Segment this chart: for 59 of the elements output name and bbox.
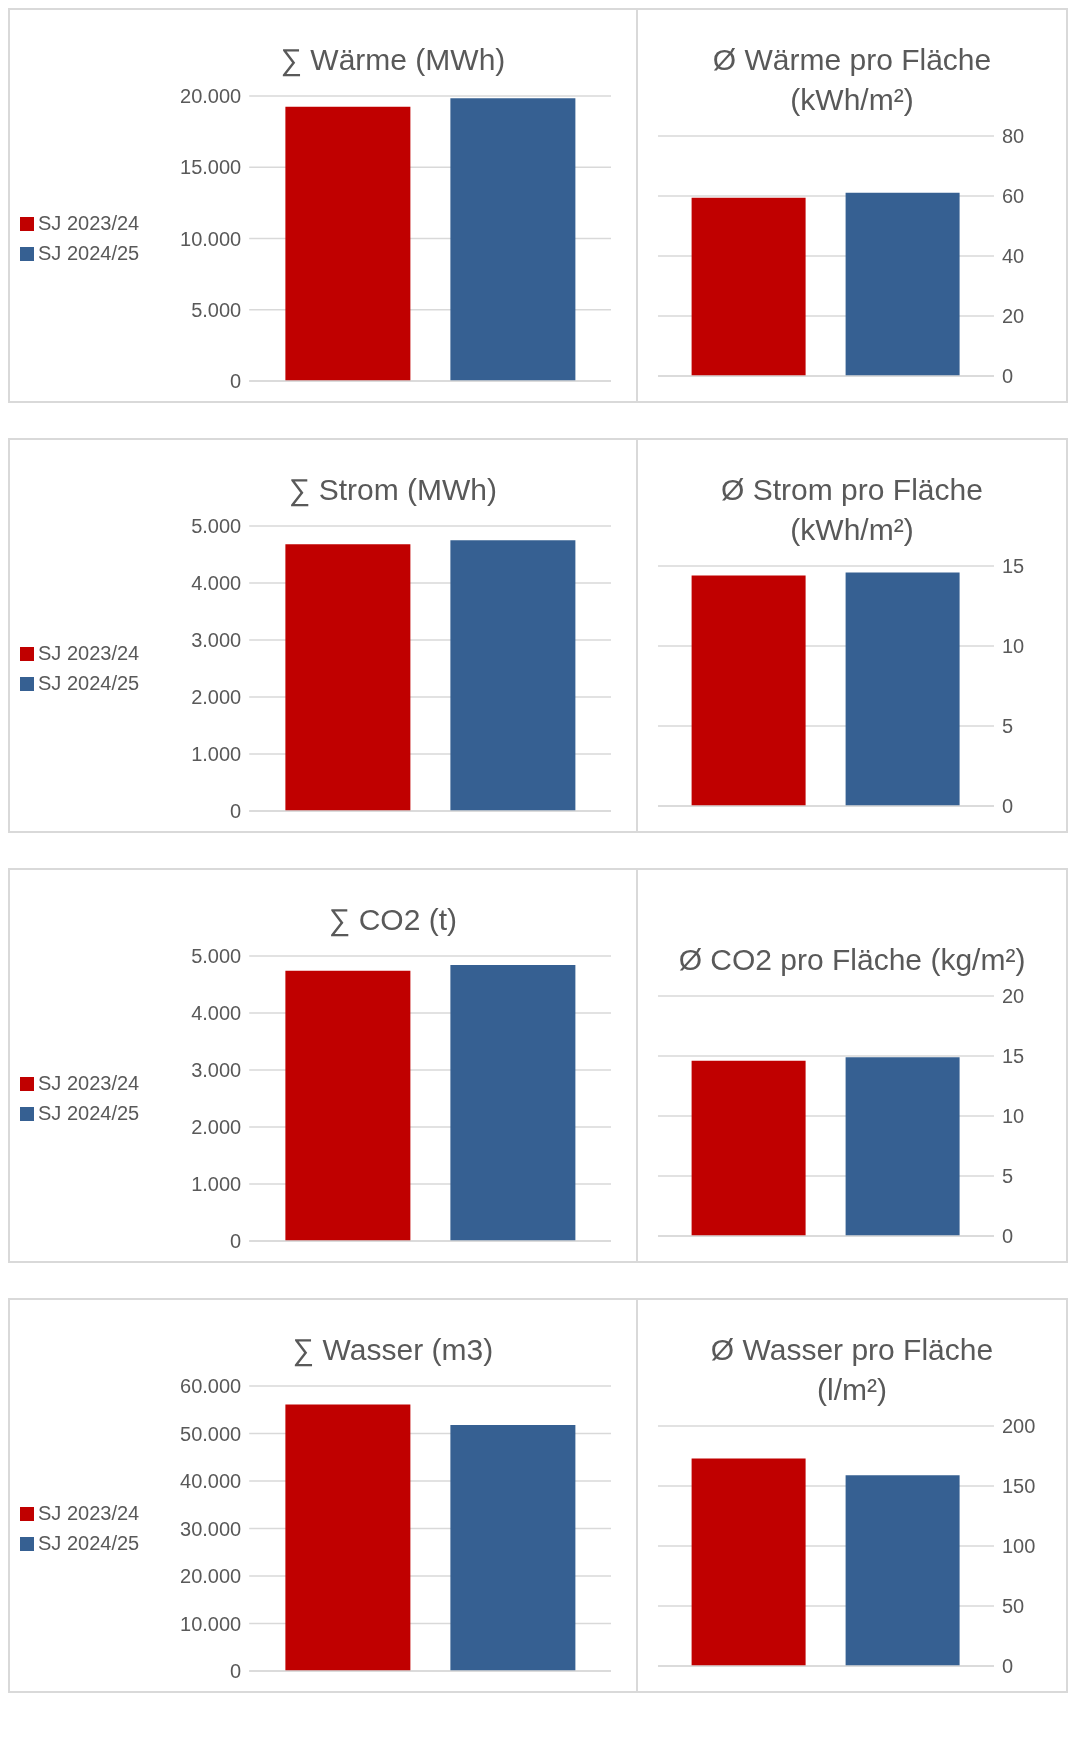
y-tick-label: 10.000 bbox=[180, 227, 242, 250]
y-tick-label: 20 bbox=[1002, 985, 1025, 1008]
legend-label: SJ 2023/24 bbox=[38, 641, 140, 664]
y-tick-label: 50.000 bbox=[180, 1422, 242, 1445]
y-tick-label: 4.000 bbox=[191, 572, 242, 595]
legend-label: SJ 2024/25 bbox=[38, 1531, 140, 1554]
y-tick-label: 2.000 bbox=[191, 1116, 242, 1139]
y-tick-label: 1.000 bbox=[191, 743, 242, 766]
y-tick-label: 40.000 bbox=[180, 1470, 242, 1493]
y-tick-label: 80 bbox=[1002, 125, 1025, 148]
y-tick-label: 60.000 bbox=[180, 1375, 242, 1398]
y-tick-label: 2.000 bbox=[191, 686, 242, 709]
y-tick-label: 150 bbox=[1002, 1475, 1036, 1498]
y-tick-label: 200 bbox=[1002, 1415, 1036, 1438]
y-tick-label: 15 bbox=[1002, 555, 1025, 578]
legend-label: SJ 2024/25 bbox=[38, 671, 140, 694]
y-tick-label: 50 bbox=[1002, 1595, 1025, 1618]
legend-label: SJ 2023/24 bbox=[38, 211, 140, 234]
y-tick-label: 100 bbox=[1002, 1535, 1036, 1558]
y-tick-label: 40 bbox=[1002, 245, 1025, 268]
y-tick-label: 20.000 bbox=[180, 85, 242, 108]
y-tick-label: 3.000 bbox=[191, 629, 242, 652]
y-tick-label: 5 bbox=[1002, 1165, 1014, 1188]
y-tick-label: 0 bbox=[1002, 365, 1014, 388]
chart-title: Ø Wärme pro Fläche (kWh/m²) bbox=[711, 42, 993, 118]
y-tick-label: 20 bbox=[1002, 305, 1025, 328]
y-tick-label: 3.000 bbox=[191, 1059, 242, 1082]
y-tick-label: 5 bbox=[1002, 715, 1014, 738]
chart-title: ∑ Wasser (m3) bbox=[291, 1332, 495, 1369]
y-tick-label: 0 bbox=[230, 1230, 242, 1253]
y-tick-label: 0 bbox=[1002, 1225, 1014, 1248]
chart-title: Ø CO2 pro Fläche (kg/m²) bbox=[677, 942, 1027, 978]
y-tick-label: 0 bbox=[1002, 795, 1014, 818]
y-tick-label: 4.000 bbox=[191, 1002, 242, 1025]
chart-title: Ø Strom pro Fläche (kWh/m²) bbox=[720, 472, 984, 548]
y-tick-label: 5.000 bbox=[191, 515, 242, 538]
y-tick-label: 5.000 bbox=[191, 298, 242, 321]
chart-title: ∑ Wärme (MWh) bbox=[279, 42, 507, 79]
y-tick-label: 60 bbox=[1002, 185, 1025, 208]
chart-title: ∑ CO2 (t) bbox=[327, 902, 459, 939]
y-tick-label: 1.000 bbox=[191, 1173, 242, 1196]
y-tick-label: 0 bbox=[230, 800, 242, 823]
legend-label: SJ 2023/24 bbox=[38, 1071, 140, 1094]
y-tick-label: 10 bbox=[1002, 635, 1025, 658]
y-tick-label: 20.000 bbox=[180, 1565, 242, 1588]
y-tick-label: 5.000 bbox=[191, 945, 242, 968]
chart-title: ∑ Strom (MWh) bbox=[287, 472, 498, 509]
y-tick-label: 30.000 bbox=[180, 1517, 242, 1540]
y-tick-label: 15 bbox=[1002, 1045, 1025, 1068]
y-tick-label: 15.000 bbox=[180, 156, 242, 179]
y-tick-label: 0 bbox=[230, 1660, 242, 1683]
y-tick-label: 10 bbox=[1002, 1105, 1025, 1128]
chart-title: Ø Wasser pro Fläche (l/m²) bbox=[709, 1332, 995, 1408]
legend-label: SJ 2024/25 bbox=[38, 1101, 140, 1124]
legend-label: SJ 2023/24 bbox=[38, 1501, 140, 1524]
legend-label: SJ 2024/25 bbox=[38, 241, 140, 264]
y-tick-label: 0 bbox=[1002, 1655, 1014, 1678]
y-tick-label: 10.000 bbox=[180, 1612, 242, 1635]
y-tick-label: 0 bbox=[230, 370, 242, 393]
